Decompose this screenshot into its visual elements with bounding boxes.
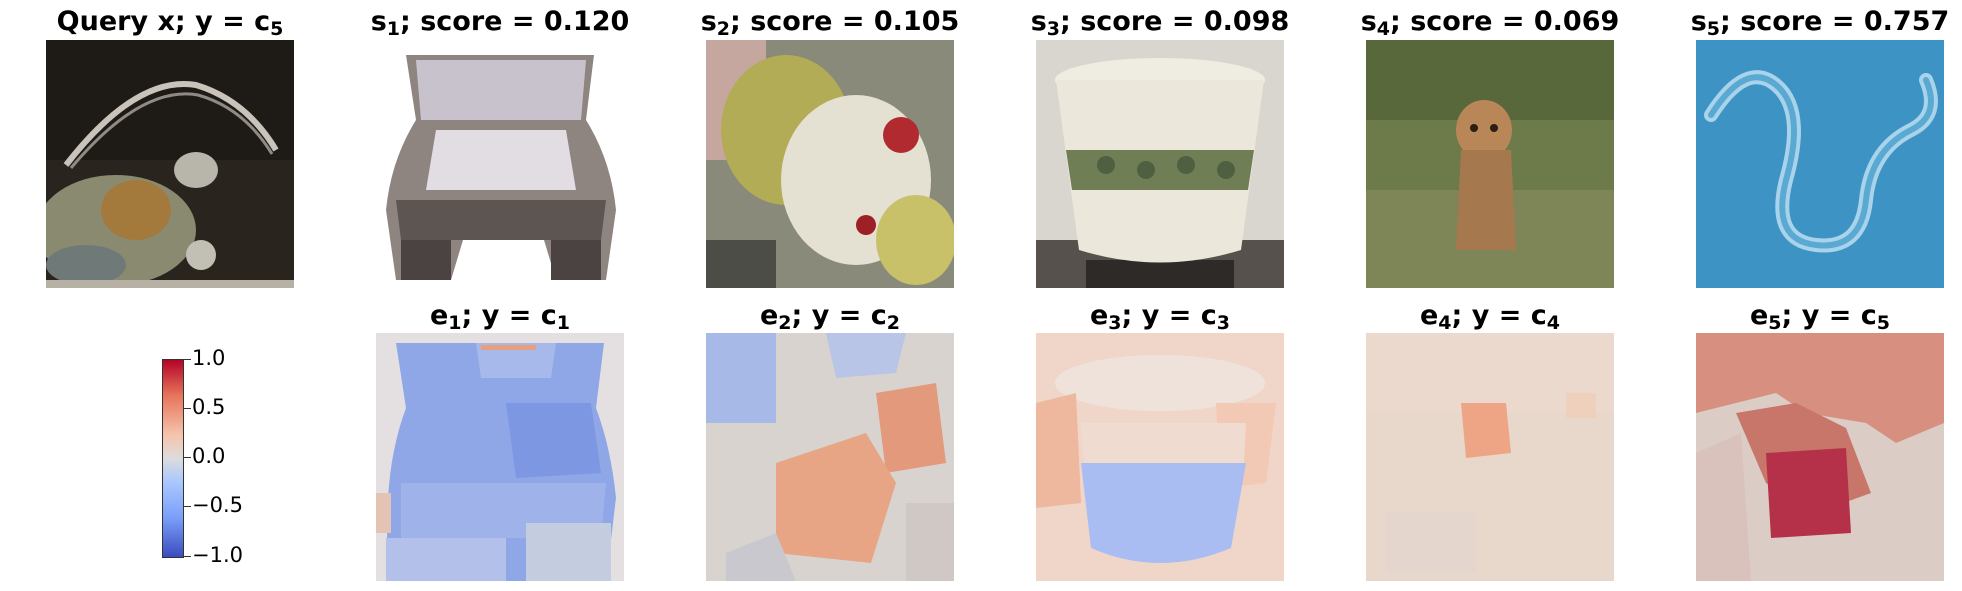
explanation-5-heatmap <box>1696 333 1944 581</box>
explanation-4-heatmap <box>1366 333 1614 581</box>
sample-3-image <box>1036 40 1284 288</box>
colorbar-tick-label: 0.5 <box>192 395 226 419</box>
explanation-3-heatmap <box>1036 333 1284 581</box>
sample-3-title: s3; score = 0.098 <box>1030 6 1290 40</box>
colorbar-tick <box>184 457 191 458</box>
colorbar <box>162 359 184 558</box>
sample-5-image <box>1696 40 1944 288</box>
colorbar-tick <box>184 556 191 557</box>
query-image <box>46 40 294 288</box>
explanation-5-title: e5; y = c5 <box>1749 300 1890 334</box>
sample-4-image <box>1366 40 1614 288</box>
explanation-3-title: e3; y = c3 <box>1089 300 1230 334</box>
explanation-4-title: e4; y = c4 <box>1419 300 1560 334</box>
explanation-1-heatmap <box>376 333 624 581</box>
sample-4-title: s4; score = 0.069 <box>1360 6 1620 40</box>
colorbar-tick-label: −0.5 <box>192 493 243 517</box>
colorbar-tick <box>184 359 191 360</box>
sample-2-title: s2; score = 0.105 <box>700 6 960 40</box>
query-title: Query x; y = c5 <box>56 6 284 40</box>
sample-2-image <box>706 40 954 288</box>
sample-1-image <box>376 40 624 288</box>
colorbar-tick-label: 1.0 <box>192 346 226 370</box>
explanation-2-title: e2; y = c2 <box>759 300 900 334</box>
colorbar-tick <box>184 408 191 409</box>
explanation-2-heatmap <box>706 333 954 581</box>
colorbar-tick-label: −1.0 <box>192 543 243 567</box>
explanation-1-title: e1; y = c1 <box>429 300 570 334</box>
colorbar-tick <box>184 506 191 507</box>
sample-5-title: s5; score = 0.757 <box>1690 6 1950 40</box>
sample-1-title: s1; score = 0.120 <box>370 6 630 40</box>
colorbar-tick-label: 0.0 <box>192 444 226 468</box>
